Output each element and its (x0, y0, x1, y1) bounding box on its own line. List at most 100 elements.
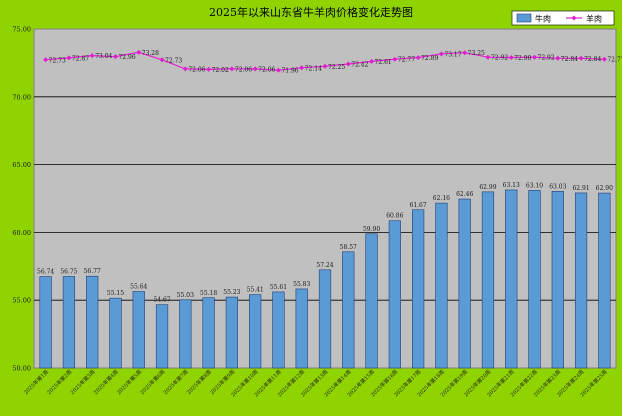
bar-label-beef: 62.99 (479, 184, 496, 191)
point-label-mutton: 72.84 (584, 56, 601, 63)
bar-beef (272, 291, 285, 369)
point-label-mutton: 72.90 (514, 55, 531, 62)
bar-layer (39, 189, 611, 369)
bar-beef (132, 291, 145, 369)
point-mutton (182, 66, 188, 72)
point-mutton (392, 56, 398, 62)
bar-beef (109, 297, 122, 369)
point-mutton (112, 54, 118, 60)
point-mutton (578, 55, 584, 61)
legend-label-mutton: 羊肉 (586, 14, 602, 24)
point-label-mutton: 73.25 (468, 50, 485, 57)
point-mutton (345, 61, 351, 67)
bar-beef (295, 288, 308, 369)
point-mutton (322, 63, 328, 69)
point-label-mutton: 72.92 (491, 55, 508, 62)
point-label-mutton: 72.89 (421, 55, 438, 62)
bar-beef (388, 220, 401, 369)
bar-beef (86, 275, 99, 369)
bar-beef (318, 269, 332, 369)
legend-box (511, 10, 615, 26)
bar-label-beef: 56.77 (84, 268, 101, 275)
point-label-mutton: 72.92 (538, 55, 555, 62)
bar-beef (179, 299, 192, 369)
bar-label-beef: 58.57 (340, 244, 357, 251)
bar-beef (411, 209, 425, 369)
point-mutton (43, 57, 49, 63)
point-mutton (485, 54, 491, 60)
point-mutton (438, 51, 444, 57)
bar-beef (481, 191, 495, 369)
point-label-mutton: 72.77 (607, 57, 622, 64)
point-mutton (252, 66, 258, 72)
point-label-mutton: 72.25 (328, 64, 345, 71)
point-mutton (299, 65, 305, 71)
point-label-mutton: 73.04 (95, 53, 112, 60)
bar-beef (458, 198, 471, 369)
point-label-mutton: 72.06 (188, 66, 205, 73)
bar-beef (528, 190, 541, 369)
point-mutton (229, 66, 235, 72)
point-mutton (532, 54, 538, 60)
point-label-mutton: 72.06 (235, 66, 252, 73)
bar-beef (551, 191, 564, 369)
point-label-mutton: 72.87 (72, 55, 89, 62)
bar-label-beef: 59.90 (363, 226, 380, 233)
bar-beef (155, 304, 169, 369)
bar-label-beef: 55.03 (177, 292, 194, 299)
bar-label-beef: 56.74 (37, 269, 54, 276)
bar-label-beef: 62.90 (596, 185, 613, 192)
bar-label-layer: 56.74 56.75 56.77 55.15 55.64 54.67 55.03 55.18… (37, 182, 613, 304)
bar-label-beef: 57.24 (316, 262, 333, 269)
point-label-mutton: 72.06 (258, 66, 275, 73)
point-mutton (415, 55, 421, 61)
point-label-mutton: 72.02 (212, 67, 229, 74)
bar-label-beef: 61.67 (410, 202, 427, 209)
bar-label-beef: 62.46 (456, 191, 473, 198)
legend-swatch-beef (516, 13, 532, 23)
legend-marker-mutton (571, 15, 577, 21)
bar-beef (505, 189, 518, 369)
bar-label-beef: 62.16 (433, 195, 450, 202)
bar-label-beef: 55.18 (200, 290, 217, 297)
point-mutton (136, 49, 142, 55)
point-label-mutton: 72.96 (118, 54, 135, 61)
bar-label-beef: 56.75 (60, 268, 77, 275)
chart-title: 2025年以来山东省牛羊肉价格变化走势图 (209, 5, 413, 19)
point-mutton (206, 66, 212, 72)
y-tick-label: 75.00 (12, 26, 31, 34)
point-label-mutton: 72.42 (351, 61, 368, 68)
bar-beef (39, 276, 52, 369)
bar-label-beef: 55.64 (130, 284, 147, 291)
bar-beef (62, 276, 76, 369)
point-mutton (275, 67, 281, 73)
point-mutton (508, 54, 514, 60)
point-label-mutton: 72.73 (165, 57, 182, 64)
y-tick-label: 50.00 (12, 365, 31, 373)
y-tick-label: 70.00 (12, 93, 31, 101)
line-label-layer: 72.73 72.87 73.04 72.96 73.28 72.73 72.06 72.02… (49, 50, 622, 75)
bar-label-beef: 60.86 (386, 213, 403, 220)
bar-label-beef: 55.15 (107, 290, 124, 297)
bar-beef (249, 294, 262, 369)
line-layer (43, 49, 607, 73)
y-tick-label: 55.00 (12, 297, 31, 305)
point-mutton (369, 58, 375, 64)
bar-label-beef: 63.13 (503, 182, 520, 189)
legend: 牛肉 羊肉 (511, 10, 615, 26)
bar-label-beef: 55.41 (247, 287, 264, 294)
point-label-mutton: 72.77 (398, 57, 415, 64)
y-tick-label: 60.00 (12, 229, 31, 237)
point-mutton (159, 57, 165, 63)
bar-label-beef: 54.67 (153, 297, 170, 304)
bar-beef (365, 233, 378, 369)
point-mutton (462, 50, 468, 56)
bar-beef (598, 192, 611, 369)
bar-label-beef: 62.91 (572, 185, 589, 192)
point-label-mutton: 72.73 (49, 57, 66, 64)
bar-label-beef: 55.83 (293, 281, 310, 288)
bar-label-beef: 63.03 (549, 183, 566, 190)
point-mutton (89, 53, 95, 59)
